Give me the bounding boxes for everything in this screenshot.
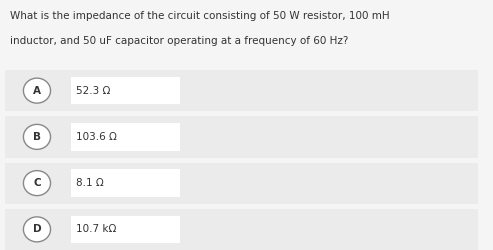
Text: A: A bbox=[33, 86, 41, 96]
Text: 103.6 Ω: 103.6 Ω bbox=[76, 132, 117, 142]
FancyBboxPatch shape bbox=[5, 209, 478, 250]
Ellipse shape bbox=[24, 124, 50, 150]
FancyBboxPatch shape bbox=[5, 116, 478, 158]
Text: What is the impedance of the circuit consisting of 50 W resistor, 100 mH: What is the impedance of the circuit con… bbox=[10, 11, 389, 21]
Text: inductor, and 50 uF capacitor operating at a frequency of 60 Hz?: inductor, and 50 uF capacitor operating … bbox=[10, 36, 348, 46]
Ellipse shape bbox=[24, 171, 50, 196]
Text: 52.3 Ω: 52.3 Ω bbox=[76, 86, 111, 96]
FancyBboxPatch shape bbox=[5, 162, 478, 204]
Text: 8.1 Ω: 8.1 Ω bbox=[76, 178, 104, 188]
FancyBboxPatch shape bbox=[71, 123, 180, 150]
FancyBboxPatch shape bbox=[5, 70, 478, 111]
FancyBboxPatch shape bbox=[71, 170, 180, 197]
Text: B: B bbox=[33, 132, 41, 142]
Text: C: C bbox=[33, 178, 41, 188]
Text: 10.7 kΩ: 10.7 kΩ bbox=[76, 224, 117, 234]
FancyBboxPatch shape bbox=[71, 216, 180, 243]
Ellipse shape bbox=[24, 217, 50, 242]
FancyBboxPatch shape bbox=[71, 77, 180, 104]
Ellipse shape bbox=[24, 78, 50, 103]
Text: D: D bbox=[33, 224, 41, 234]
